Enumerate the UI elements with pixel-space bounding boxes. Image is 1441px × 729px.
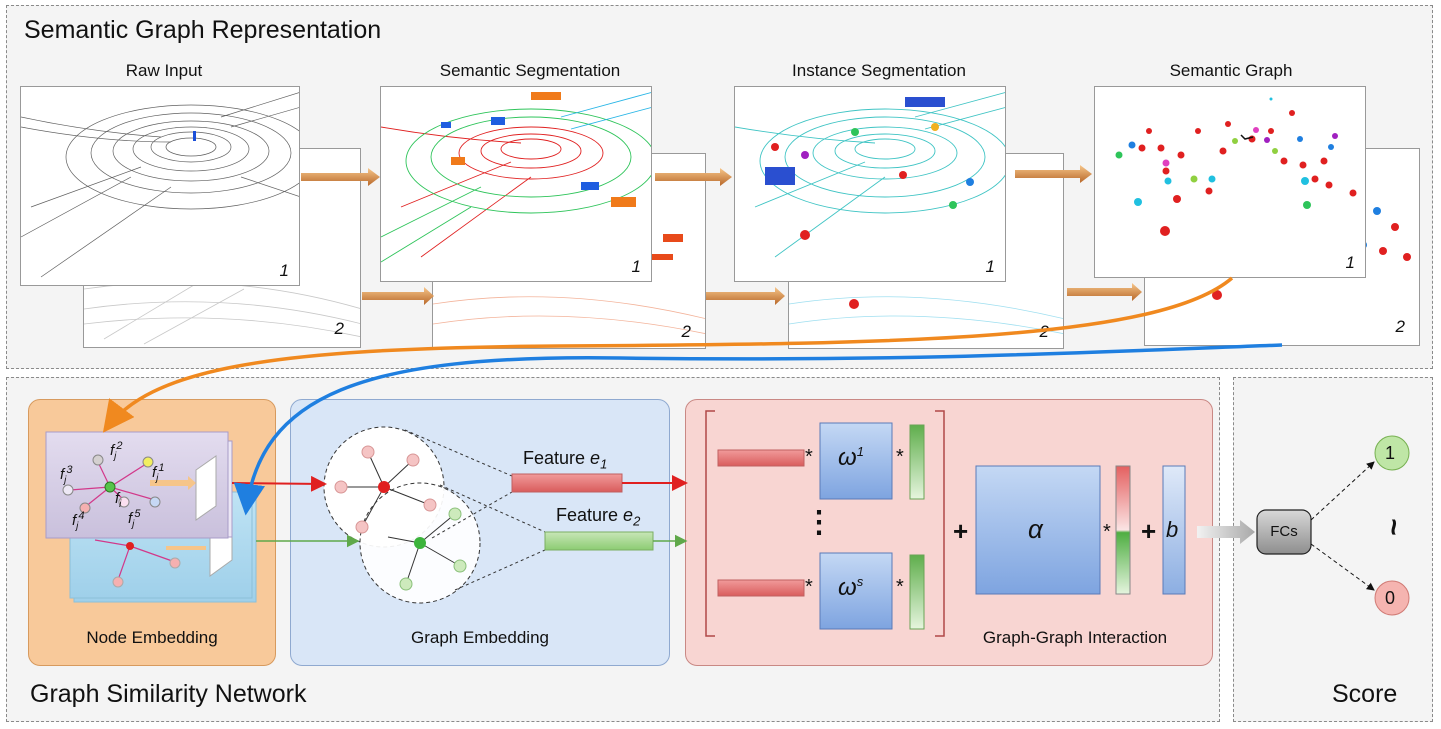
omega-1-label: ω1 bbox=[838, 444, 864, 471]
fcs-label: FCs bbox=[1270, 523, 1298, 540]
score-title: Score bbox=[1332, 680, 1398, 708]
feature-label-fj5: fj5 bbox=[128, 508, 141, 530]
stage-label-instance-segmentation: Instance Segmentation bbox=[792, 61, 966, 80]
feature-label-fi: fi bbox=[115, 490, 122, 510]
plus-1: + bbox=[953, 516, 969, 546]
panel-title-bottom: Graph Similarity Network bbox=[30, 680, 307, 708]
graph-embedding-label: Graph Embedding bbox=[411, 628, 549, 647]
stage-label-semantic-graph: Semantic Graph bbox=[1169, 61, 1293, 80]
feature-label-fj2: fj2 bbox=[110, 440, 123, 462]
ellipsis-vertical: ⋮ bbox=[804, 506, 834, 539]
instance-seg-frame-1: 1 bbox=[734, 86, 1006, 282]
star-5: * bbox=[1103, 521, 1111, 543]
raw-input-index-1: 1 bbox=[279, 261, 289, 280]
alpha-label: α bbox=[1028, 514, 1043, 544]
star-1: * bbox=[805, 446, 813, 468]
stage-label-raw-input: Raw Input bbox=[125, 61, 203, 80]
semantic-graph-index-1: 1 bbox=[1345, 253, 1355, 272]
score-low-label: 0 bbox=[1385, 588, 1396, 608]
raw-input-frame-1: 1 bbox=[20, 86, 300, 286]
raw-input-index-2: 2 bbox=[334, 319, 344, 338]
star-4: * bbox=[896, 576, 904, 598]
semantic-seg-index-2: 2 bbox=[681, 322, 691, 341]
semantic-graph-frame-1: 1 bbox=[1094, 86, 1366, 278]
star-3: * bbox=[805, 576, 813, 598]
feature-e1-label: Feature e1 bbox=[523, 448, 608, 472]
graph-graph-interaction-label: Graph-Graph Interaction bbox=[982, 628, 1168, 647]
semantic-seg-index-1: 1 bbox=[631, 257, 641, 276]
stage-label-semantic-segmentation: Semantic Segmentation bbox=[439, 61, 621, 80]
semantic-seg-frame-1: 1 bbox=[380, 86, 652, 282]
feature-label-fj4: fj4 bbox=[72, 510, 85, 532]
plus-2: + bbox=[1141, 516, 1157, 546]
feature-label-fj3: fj3 bbox=[60, 464, 73, 486]
instance-seg-index-1: 1 bbox=[985, 257, 995, 276]
semantic-graph-index-2: 2 bbox=[1395, 317, 1405, 336]
feature-label-fj1: fj1 bbox=[152, 462, 165, 484]
star-2: * bbox=[896, 446, 904, 468]
node-embedding-label: Node Embedding bbox=[86, 628, 218, 647]
panel-title-top: Semantic Graph Representation bbox=[24, 16, 382, 44]
score-tilde: ~ bbox=[1376, 518, 1410, 536]
feature-e2-label: Feature e2 bbox=[556, 505, 641, 529]
omega-s-label: ωs bbox=[838, 574, 864, 601]
score-high-label: 1 bbox=[1385, 443, 1396, 463]
bias-label: b bbox=[1166, 517, 1179, 542]
